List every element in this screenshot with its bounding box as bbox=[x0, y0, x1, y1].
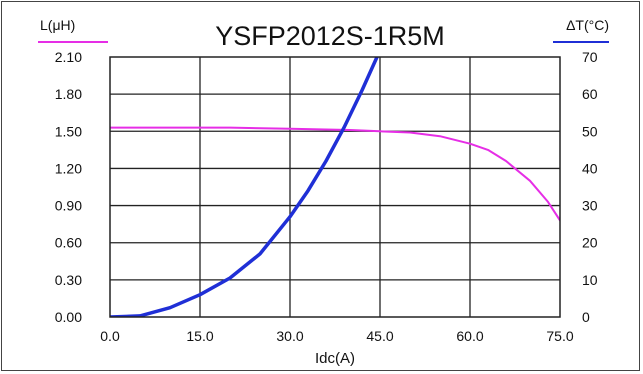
y-right-tick-label: 20 bbox=[582, 235, 598, 251]
y-right-tick-label: 0 bbox=[582, 309, 590, 325]
plot-area-border bbox=[109, 56, 561, 318]
series-layer bbox=[110, 57, 560, 317]
y-right-tick-label: 30 bbox=[582, 198, 598, 214]
y-left-tick-label: 1.50 bbox=[55, 123, 82, 139]
x-tick-label: 30.0 bbox=[276, 328, 303, 344]
x-tick-label: 0.0 bbox=[100, 328, 120, 344]
left-axis-label: L(μH) bbox=[40, 17, 75, 33]
y-left-tick-label: 0.00 bbox=[55, 309, 82, 325]
y-right-tick-label: 40 bbox=[582, 160, 598, 176]
labels: YSFP2012S-1R5M L(μH) ΔT(°C) Idc(A) bbox=[38, 17, 609, 367]
grid bbox=[110, 57, 560, 317]
x-tick-label: 15.0 bbox=[186, 328, 213, 344]
temperature-rise-series-line bbox=[110, 57, 379, 317]
y-left-tick-label: 0.90 bbox=[55, 198, 82, 214]
y-left-tick-label: 0.30 bbox=[55, 272, 82, 288]
x-tick-label: 45.0 bbox=[366, 328, 393, 344]
y-left-tick-label: 2.10 bbox=[55, 49, 82, 65]
tick-labels: 0.0 15.0 30.0 45.0 60.0 75.0 0.00 0.30 0.60 0.90 1… bbox=[55, 49, 598, 344]
y-right-tick-label: 60 bbox=[582, 86, 598, 102]
right-axis-label: ΔT(°C) bbox=[566, 17, 609, 33]
y-right-tick-label: 70 bbox=[582, 49, 598, 65]
x-tick-label: 75.0 bbox=[546, 328, 573, 344]
y-right-tick-label: 10 bbox=[582, 272, 598, 288]
y-left-tick-label: 1.80 bbox=[55, 86, 82, 102]
plot-border bbox=[109, 56, 561, 318]
y-left-tick-label: 1.20 bbox=[55, 160, 82, 176]
y-left-tick-label: 0.60 bbox=[55, 235, 82, 251]
y-right-tick-label: 50 bbox=[582, 123, 598, 139]
inductance-series-line bbox=[110, 126, 560, 222]
chart-title: YSFP2012S-1R5M bbox=[215, 21, 445, 51]
x-axis-label: Idc(A) bbox=[315, 350, 355, 367]
x-tick-label: 60.0 bbox=[456, 328, 483, 344]
